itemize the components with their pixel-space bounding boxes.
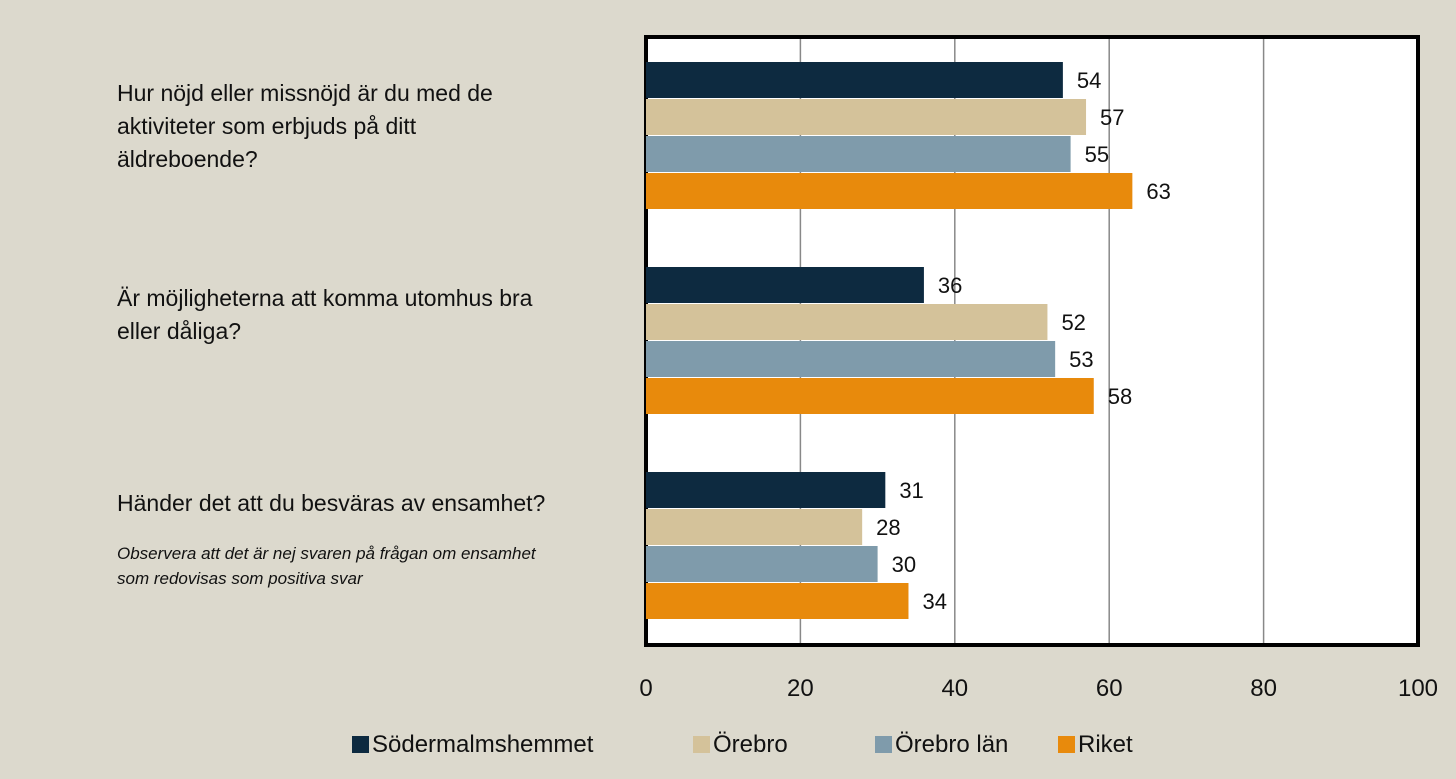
x-tick-label: 0 [639,675,652,702]
legend-swatch [1058,736,1075,753]
x-tick-label: 60 [1096,675,1123,702]
legend-label: Örebro [713,731,788,758]
bar [646,583,909,619]
bar [646,378,1094,414]
bar [646,173,1133,209]
value-label: 54 [1077,68,1101,93]
x-tick-label: 80 [1250,675,1277,702]
legend-label: Örebro län [895,731,1008,758]
x-tick-label: 100 [1398,675,1438,702]
bar [646,304,1048,340]
legend-swatch [875,736,892,753]
value-label: 28 [876,515,900,540]
value-label: 30 [892,552,916,577]
value-label: 52 [1061,310,1085,335]
x-tick-label: 40 [941,675,968,702]
category-label: Hur nöjd eller missnöjd är du med de akti… [117,80,493,172]
bar [646,62,1063,98]
legend-label: Riket [1078,731,1133,758]
bar [646,136,1071,172]
legend-swatch [352,736,369,753]
bar [646,472,886,508]
value-label: 63 [1146,179,1170,204]
bar [646,267,924,303]
bar [646,509,863,545]
bar [646,341,1056,377]
value-label: 53 [1069,347,1093,372]
bar [646,99,1087,135]
value-label: 34 [922,589,946,614]
legend-label: Södermalmshemmet [372,731,594,758]
value-label: 55 [1085,142,1109,167]
value-label: 31 [899,478,923,503]
value-label: 36 [938,273,962,298]
category-label: Händer det att du besväras av ensamhet? [117,490,545,516]
annotation: Observera att det är nej svaren på fråga… [117,544,537,588]
x-tick-label: 20 [787,675,814,702]
value-label: 58 [1108,384,1132,409]
legend-swatch [693,736,710,753]
category-label: Är möjligheterna att komma utomhus bra el… [117,285,533,344]
value-label: 57 [1100,105,1124,130]
bar [646,546,878,582]
